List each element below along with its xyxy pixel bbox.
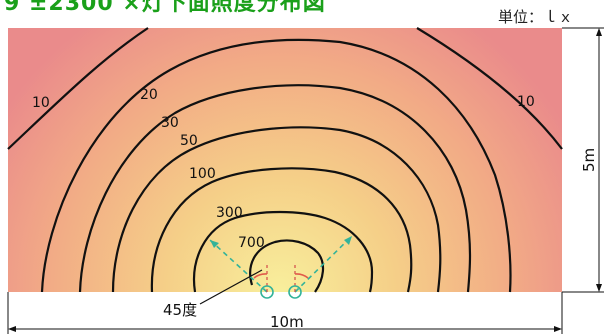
- contour-lines: [7, 27, 563, 293]
- contour-line-10-left: [7, 27, 149, 150]
- contour-label-10-right: 10: [517, 94, 535, 110]
- beam-line-left: [209, 239, 268, 293]
- luminaire-right: [288, 285, 302, 299]
- luminaire-left: [260, 285, 274, 299]
- angle-arc-left: [253, 273, 268, 279]
- height-arrow-top: [596, 28, 602, 36]
- contour-label-50: 50: [180, 133, 198, 149]
- luminaires: [260, 285, 302, 299]
- contour-label-100: 100: [189, 166, 216, 182]
- width-label: 10m: [270, 313, 304, 331]
- contour-line-300: [192, 210, 374, 293]
- contour-label-30: 30: [161, 115, 179, 131]
- reference-lines: [266, 262, 296, 292]
- contour-label-20: 20: [140, 87, 158, 103]
- width-dimension: [7, 292, 563, 334]
- angle-label: 45度: [163, 301, 197, 319]
- contour-line-20: [40, 38, 512, 293]
- contour-label-300: 300: [216, 205, 243, 221]
- contour-line-100: [150, 167, 413, 293]
- beam-arrow-right: [344, 236, 352, 245]
- beam-line-right: [294, 235, 353, 293]
- contour-line-50: [111, 126, 442, 293]
- contour-labels: 10 20 30 50 100 300 700 10: [32, 87, 535, 251]
- beam-lines: [209, 235, 353, 293]
- angle-arc-right: [294, 273, 309, 279]
- contour-line-10-right: [416, 27, 563, 150]
- unit-label: 単位：ｌｘ: [498, 8, 574, 26]
- width-arrow-left: [8, 326, 16, 332]
- illuminance-field: [8, 28, 562, 292]
- contour-label-10-left: 10: [32, 95, 50, 111]
- angle-arcs: [253, 273, 309, 279]
- contour-label-700: 700: [238, 235, 265, 251]
- width-arrow-right: [554, 326, 562, 332]
- beam-arrowheads: [210, 236, 352, 248]
- height-label: 5m: [580, 148, 598, 172]
- beam-arrow-left: [210, 240, 219, 248]
- height-arrow-bottom: [596, 284, 602, 292]
- angle-leader-line: [199, 269, 263, 305]
- diagram-title: 9 ±2300 ×灯下面照度分布図: [4, 0, 326, 16]
- height-dimension: [562, 27, 604, 293]
- contour-line-700: [249, 239, 325, 293]
- contour-line-30: [78, 84, 472, 293]
